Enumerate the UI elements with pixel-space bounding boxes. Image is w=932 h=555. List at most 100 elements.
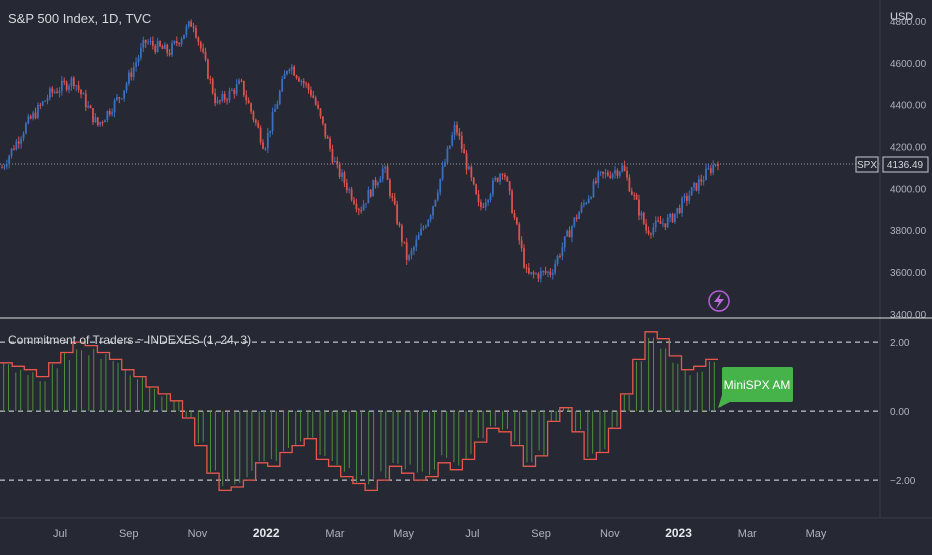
candle-body	[693, 182, 695, 188]
candle-body	[269, 130, 272, 133]
candle-body	[377, 182, 379, 186]
candle-body	[650, 233, 652, 235]
candle-body	[39, 104, 42, 106]
time-tick-label: 2023	[665, 526, 692, 540]
candle-body	[223, 93, 226, 100]
candle-body	[547, 271, 549, 273]
candle-body	[396, 204, 399, 224]
time-tick-label: Jul	[465, 528, 479, 540]
time-tick-label: Jul	[53, 528, 67, 540]
price-tick-label: 3600.00	[890, 268, 927, 279]
price-tick-label: 4400.00	[890, 101, 927, 112]
candle-body	[20, 138, 23, 144]
candle-body	[439, 178, 442, 193]
candle-body	[408, 255, 410, 260]
candle-body	[463, 148, 466, 154]
candle-body	[606, 172, 609, 176]
candle-body	[130, 72, 133, 78]
candle-body	[714, 164, 717, 166]
candle-body	[539, 271, 542, 279]
time-tick-label: May	[393, 528, 414, 540]
candle-body	[535, 273, 537, 275]
time-axis-ticks[interactable]: Jul Sep Nov 2022 Mar May Jul Sep Nov 2023 Mar May	[53, 526, 827, 540]
candle-body	[590, 197, 592, 199]
candle-body	[480, 202, 482, 207]
candle-body	[336, 160, 339, 164]
candle-body	[168, 52, 171, 55]
candle-body	[594, 181, 597, 184]
lightning-icon[interactable]	[708, 290, 730, 312]
candle-body	[238, 80, 240, 84]
candle-body	[257, 122, 260, 128]
candle-body	[429, 215, 432, 220]
candle-body	[302, 80, 305, 84]
candle-body	[190, 21, 193, 27]
candle-body	[173, 41, 176, 44]
candle-body	[41, 101, 44, 106]
price-pane[interactable]	[0, 19, 880, 283]
price-tick-label: 3800.00	[890, 226, 927, 237]
candle-body	[27, 116, 30, 124]
candle-body	[154, 45, 157, 52]
candle-body	[458, 132, 461, 137]
candle-body	[673, 213, 676, 223]
candle-body	[345, 182, 348, 191]
candle-body	[642, 212, 645, 224]
candle-body	[652, 227, 655, 235]
candle-body	[422, 227, 425, 229]
candle-body	[319, 108, 322, 117]
candle-body	[209, 78, 212, 80]
candle-body	[65, 82, 68, 90]
candle-body	[25, 123, 27, 134]
candle-body	[355, 203, 358, 210]
candle-body	[216, 100, 219, 104]
candle-body	[84, 93, 87, 108]
candle-body	[709, 168, 712, 173]
price-axis-ticks[interactable]: 4800.00 4600.00 4400.00 4200.00 4000.00 3800.…	[890, 17, 927, 321]
candle-body	[604, 172, 607, 174]
candle-body	[460, 136, 463, 149]
candle-body	[70, 77, 73, 86]
candle-body	[453, 124, 456, 136]
candle-body	[132, 67, 135, 78]
candle-body	[561, 247, 564, 257]
candle-body	[161, 46, 164, 50]
candle-body	[401, 225, 403, 242]
candle-body	[99, 122, 102, 126]
cot-tick-label: −2.00	[890, 476, 916, 487]
candle-body	[252, 111, 255, 120]
candle-body	[180, 38, 183, 45]
signal-callout[interactable]: MiniSPX AM	[718, 367, 793, 408]
candle-body	[609, 175, 612, 178]
candle-body	[628, 177, 631, 192]
candle-body	[551, 272, 554, 275]
cot-tick-label: 0.00	[890, 407, 910, 418]
cot-pane[interactable]: 2.00 0.00 −2.00	[0, 331, 916, 492]
time-tick-label: Nov	[188, 528, 208, 540]
candle-body	[508, 181, 511, 191]
candle-body	[559, 255, 561, 257]
candle-body	[233, 89, 236, 94]
candle-body	[171, 43, 173, 55]
candle-body	[499, 174, 501, 182]
candle-body	[183, 34, 185, 39]
candle-body	[683, 195, 686, 199]
candle-body	[142, 39, 145, 48]
candle-body	[290, 66, 293, 70]
candle-body	[475, 184, 478, 195]
candle-body	[94, 117, 97, 123]
candles-group	[1, 19, 719, 283]
candle-body	[324, 123, 327, 137]
candle-body	[175, 41, 178, 44]
candle-body	[123, 90, 126, 99]
candle-body	[568, 230, 571, 238]
candle-body	[113, 100, 116, 113]
candle-body	[278, 91, 281, 104]
candle-body	[424, 226, 427, 228]
candle-body	[537, 273, 540, 279]
candle-body	[592, 181, 595, 198]
candle-body	[707, 168, 710, 170]
current-price-tag: 4136.49	[882, 156, 929, 173]
